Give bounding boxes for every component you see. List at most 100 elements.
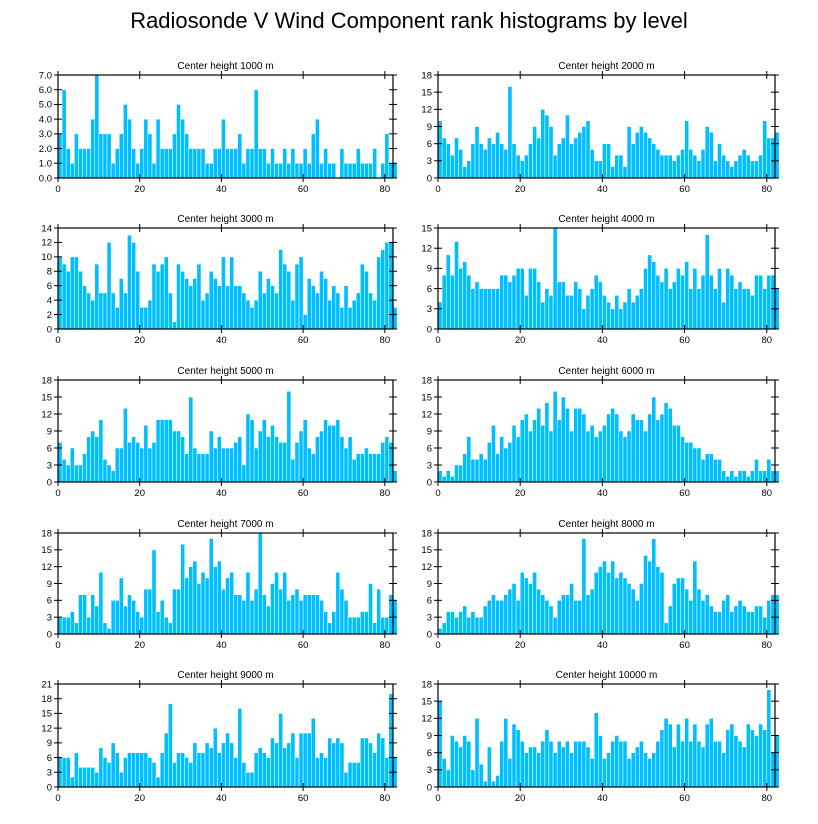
bar — [135, 442, 140, 483]
bar — [556, 740, 562, 788]
bar — [581, 740, 587, 788]
bar — [155, 271, 161, 330]
bar — [602, 425, 607, 483]
bar — [569, 430, 574, 483]
y-tick-label: 0 — [427, 782, 432, 793]
bar — [437, 470, 443, 483]
bar — [119, 133, 124, 179]
bar — [221, 447, 226, 483]
bar — [458, 464, 463, 483]
bar — [639, 740, 644, 788]
y-tick-label: 3 — [47, 460, 52, 471]
bar — [680, 577, 685, 635]
bar — [237, 285, 243, 330]
bar — [217, 285, 222, 330]
bar — [630, 413, 636, 483]
y-tick-label: 6 — [47, 596, 52, 607]
bar — [626, 126, 632, 179]
bar — [733, 288, 739, 330]
bar — [163, 419, 169, 483]
bar — [127, 594, 132, 635]
bar — [192, 742, 198, 788]
bar — [98, 572, 104, 635]
x-tick-label: 60 — [679, 793, 690, 804]
bar — [331, 742, 337, 788]
bar — [229, 742, 234, 788]
bar — [94, 436, 100, 483]
bar — [532, 572, 537, 635]
bar — [319, 271, 324, 330]
bar — [61, 263, 67, 330]
y-tick-label: 0 — [427, 173, 432, 184]
bar — [577, 408, 583, 483]
bar — [110, 163, 116, 179]
plot-frame — [57, 227, 394, 330]
bar — [688, 149, 694, 179]
bar — [639, 583, 644, 635]
panel-2: Center height 2000 m 0 3 6 9 12 15 18 0 20 40 60 80 — [421, 61, 780, 195]
bar — [536, 752, 541, 788]
bar — [503, 149, 509, 179]
bar — [491, 143, 496, 179]
bar — [319, 163, 324, 179]
bar — [208, 163, 214, 179]
bar — [503, 718, 509, 788]
bar — [647, 758, 652, 788]
bar — [565, 114, 570, 179]
bar — [82, 767, 87, 788]
bar — [515, 268, 521, 330]
y-tick-label: 12 — [41, 723, 52, 734]
bar — [667, 154, 673, 179]
bar — [618, 308, 624, 330]
bar — [159, 263, 165, 330]
bar — [515, 729, 521, 788]
bar — [482, 149, 488, 179]
bar — [544, 600, 550, 635]
bar — [672, 583, 677, 635]
bar — [565, 408, 570, 483]
x-tick-label: 80 — [761, 488, 772, 499]
bar — [257, 271, 263, 330]
y-tick-label: 18 — [41, 694, 52, 705]
bar — [561, 594, 566, 635]
bar — [482, 288, 488, 330]
bar — [470, 769, 476, 788]
bar — [298, 256, 304, 330]
bar — [696, 447, 702, 483]
bar — [298, 732, 304, 788]
x-tick-label: 20 — [134, 793, 145, 804]
bar — [176, 588, 181, 635]
bar — [372, 752, 377, 788]
x-tick-label: 40 — [597, 335, 608, 346]
y-tick-label: 15 — [41, 392, 52, 403]
bar — [762, 120, 768, 179]
bar — [270, 285, 275, 330]
bar — [82, 594, 87, 635]
bar — [127, 442, 132, 483]
bar — [368, 453, 373, 483]
bar — [622, 301, 628, 330]
bar — [659, 413, 665, 483]
bar — [376, 453, 382, 483]
bar — [294, 757, 300, 788]
bar — [511, 723, 517, 788]
bar — [737, 740, 743, 788]
y-tick-label: 15 — [421, 545, 432, 556]
bar — [630, 143, 636, 179]
y-tick-label: 3.0 — [39, 129, 52, 140]
bar — [200, 148, 206, 179]
bar — [245, 572, 251, 635]
y-tick-label: 15 — [41, 709, 52, 720]
bar — [311, 718, 316, 788]
bar — [478, 288, 484, 330]
y-tick-label: 0.0 — [39, 173, 52, 184]
bar — [536, 281, 541, 330]
bar — [302, 732, 308, 788]
y-tick-label: 12 — [421, 562, 432, 573]
bar — [441, 758, 447, 788]
y-tick-label: 12 — [41, 562, 52, 573]
y-tick-label: 3 — [427, 765, 432, 776]
bar — [470, 459, 476, 483]
x-tick-label: 40 — [597, 184, 608, 195]
bar — [618, 740, 624, 788]
